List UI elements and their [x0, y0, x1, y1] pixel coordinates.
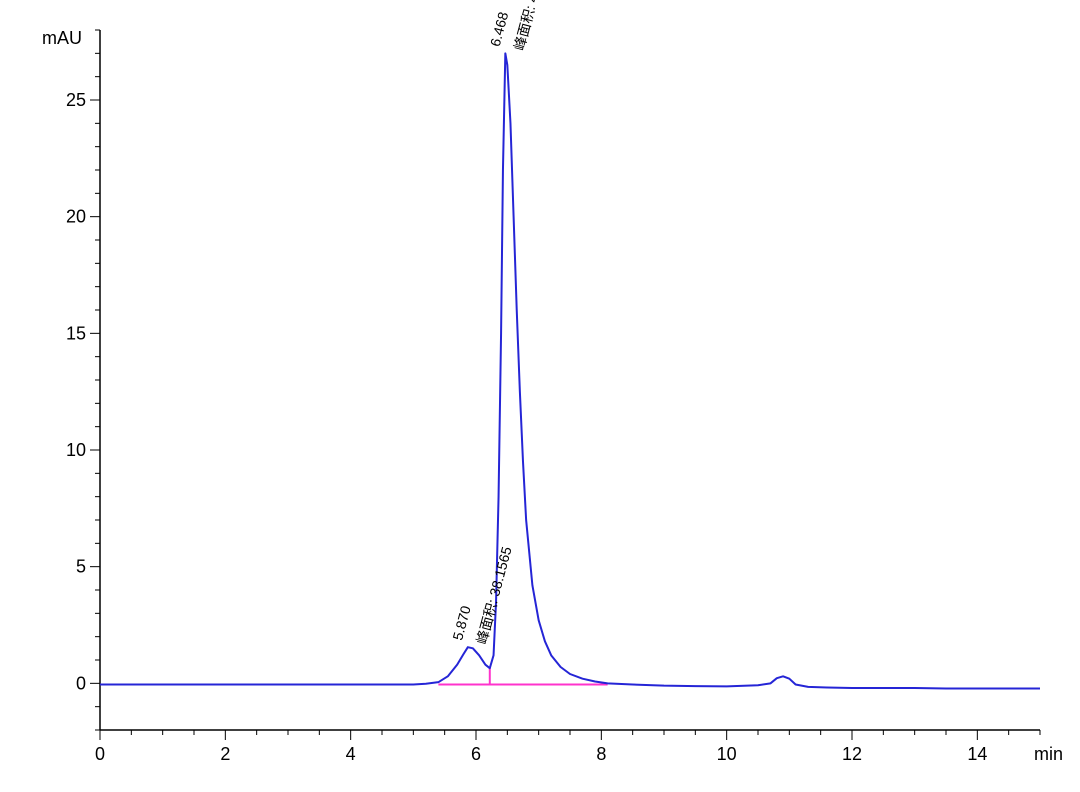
- chart-svg: 0510152025mAU02468101214min5.870峰面积: 38.…: [0, 0, 1080, 792]
- y-axis-label: mAU: [42, 28, 82, 48]
- x-tick-label: 6: [471, 744, 481, 764]
- x-tick-label: 14: [967, 744, 987, 764]
- x-tick-label: 2: [220, 744, 230, 764]
- chart-bg: [0, 0, 1080, 792]
- y-tick-label: 20: [66, 207, 86, 227]
- x-tick-label: 4: [346, 744, 356, 764]
- y-tick-label: 10: [66, 440, 86, 460]
- y-tick-label: 5: [76, 557, 86, 577]
- x-tick-label: 10: [717, 744, 737, 764]
- y-tick-label: 25: [66, 90, 86, 110]
- x-tick-label: 12: [842, 744, 862, 764]
- x-tick-label: 0: [95, 744, 105, 764]
- y-tick-label: 0: [76, 673, 86, 693]
- y-tick-label: 15: [66, 323, 86, 343]
- chromatogram-chart: 0510152025mAU02468101214min5.870峰面积: 38.…: [0, 0, 1080, 792]
- x-tick-label: 8: [596, 744, 606, 764]
- x-axis-label: min: [1034, 744, 1063, 764]
